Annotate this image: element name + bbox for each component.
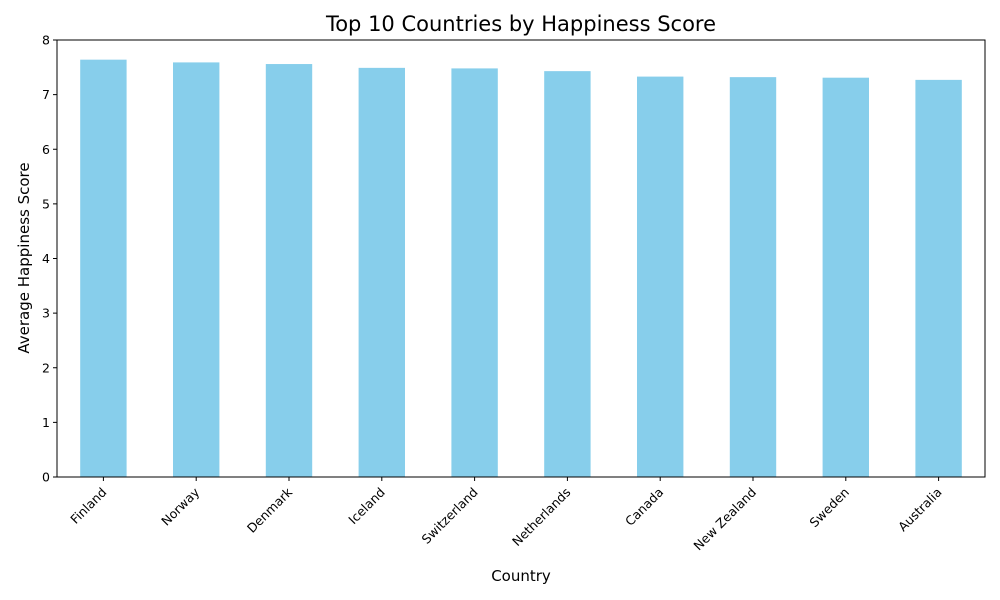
y-tick-label: 6 [42, 142, 50, 157]
y-tick-label: 8 [42, 33, 50, 48]
x-tick-label: Sweden [806, 485, 852, 531]
y-tick-label: 7 [42, 87, 50, 102]
bar-sweden [822, 77, 869, 477]
x-tick-label: Finland [67, 485, 109, 527]
chart-title: Top 10 Countries by Happiness Score [325, 12, 716, 36]
x-tick-label: Netherlands [509, 485, 573, 549]
bar-denmark [265, 64, 313, 477]
y-tick-label: 5 [42, 196, 50, 211]
y-tick-label: 2 [42, 360, 50, 375]
bar-australia [915, 79, 962, 477]
x-tick-label: Norway [158, 484, 203, 529]
y-tick-label: 1 [42, 415, 50, 430]
plot-frame [56, 39, 986, 478]
x-tick-label: Denmark [244, 484, 296, 536]
bar-canada [637, 76, 684, 477]
x-tick-label: Iceland [345, 485, 388, 528]
x-tick-label: Australia [895, 485, 945, 535]
bar-finland [80, 59, 127, 478]
bar-norway [173, 62, 220, 478]
y-tick-label: 4 [42, 251, 50, 266]
y-axis-ticks: 0 1 2 3 4 5 6 7 8 [42, 33, 57, 485]
x-tick-label: Canada [622, 485, 666, 529]
x-axis-label: Country [491, 567, 551, 585]
x-tick-label: Switzerland [419, 485, 481, 547]
bar-iceland [358, 67, 405, 478]
y-tick-label: 0 [42, 470, 50, 485]
y-axis-label: Average Happiness Score [15, 162, 33, 353]
y-tick-label: 3 [42, 306, 50, 321]
x-tick-label: New Zealand [690, 485, 759, 554]
bar-new-zealand [729, 77, 777, 477]
bars-layer [80, 59, 962, 478]
bar-switzerland [451, 68, 498, 478]
bar-netherlands [544, 71, 591, 477]
x-axis-ticks: Finland Norway Denmark Iceland Switzerland Ne… [67, 477, 945, 554]
